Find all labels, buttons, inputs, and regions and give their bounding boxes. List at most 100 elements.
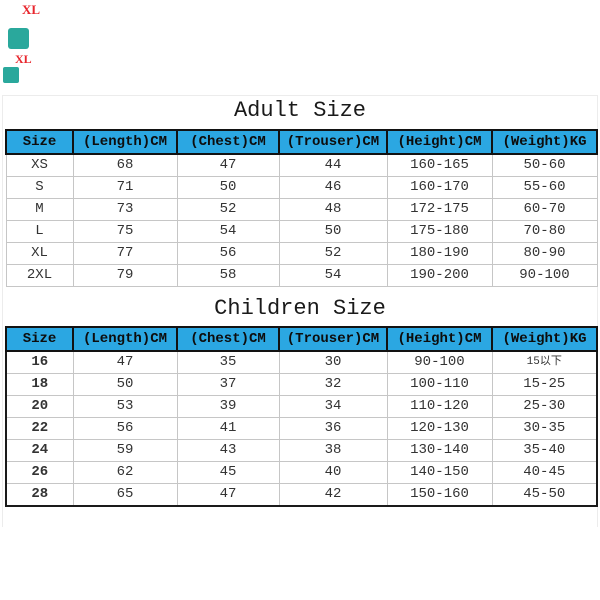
table-cell: 130-140 xyxy=(386,439,493,462)
table-row: XS 68 47 44 160-165 50-60 xyxy=(5,153,598,177)
table-row: 28 65 47 42 150-160 45-50 xyxy=(5,483,598,507)
table-cell: 35-40 xyxy=(491,439,598,462)
table-cell: 15-25 xyxy=(491,373,598,396)
table-cell: S xyxy=(5,176,74,199)
table-row: M 73 52 48 172-175 60-70 xyxy=(5,198,598,221)
table-cell: 45 xyxy=(176,461,280,484)
table-cell: 68 xyxy=(72,153,178,177)
table-cell: M xyxy=(5,198,74,221)
table-cell: 172-175 xyxy=(386,198,493,221)
table-cell: 53 xyxy=(72,395,178,418)
table-cell: 60-70 xyxy=(491,198,598,221)
table-cell: 62 xyxy=(72,461,178,484)
table-cell: 50 xyxy=(72,373,178,396)
watermark-size-text: XL xyxy=(22,2,41,17)
table-cell: 54 xyxy=(278,264,388,287)
table-row: L 75 54 50 175-180 70-80 xyxy=(5,220,598,243)
table-cell: 30 xyxy=(278,350,388,374)
table-cell: 75 xyxy=(72,220,178,243)
table-cell: 15以下 xyxy=(491,350,598,374)
column-header: (Length)CM xyxy=(72,129,178,155)
adult-size-title: Adult Size xyxy=(233,98,367,123)
column-header: (Trouser)CM xyxy=(278,129,388,155)
column-header: (Chest)CM xyxy=(176,326,280,352)
teal-square-icon xyxy=(8,28,29,49)
table-cell: 22 xyxy=(5,417,74,440)
table-cell: 175-180 xyxy=(386,220,493,243)
table-cell: 52 xyxy=(278,242,388,265)
table-cell: 55-60 xyxy=(491,176,598,199)
table-cell: 40 xyxy=(278,461,388,484)
children-size-title: Children Size xyxy=(214,296,386,321)
table-row: XL 77 56 52 180-190 80-90 xyxy=(5,242,598,265)
table-cell: 71 xyxy=(72,176,178,199)
column-header: (Trouser)CM xyxy=(278,326,388,352)
table-cell: 35 xyxy=(176,350,280,374)
column-header: Size xyxy=(5,129,74,155)
table-cell: 90-100 xyxy=(386,350,493,374)
table-cell: 47 xyxy=(72,350,178,374)
table-cell: 44 xyxy=(278,153,388,177)
table-cell: 100-110 xyxy=(386,373,493,396)
table-cell: 54 xyxy=(176,220,280,243)
table-cell: 180-190 xyxy=(386,242,493,265)
table-cell: 79 xyxy=(72,264,178,287)
table-cell: L xyxy=(5,220,74,243)
table-cell: 45-50 xyxy=(491,483,598,507)
table-cell: 58 xyxy=(176,264,280,287)
table-cell: 160-165 xyxy=(386,153,493,177)
adult-size-table: Size (Length)CM (Chest)CM (Trouser)CM (Heigh… xyxy=(5,129,598,287)
table-cell: 32 xyxy=(278,373,388,396)
teal-square-icon xyxy=(3,67,19,83)
table-cell: 24 xyxy=(5,439,74,462)
watermark-size-text: XL xyxy=(15,52,32,66)
table-cell: 25-30 xyxy=(491,395,598,418)
table-cell: 160-170 xyxy=(386,176,493,199)
table-cell: 90-100 xyxy=(491,264,598,287)
table-cell: 42 xyxy=(278,483,388,507)
column-header: (Weight)KG xyxy=(491,129,598,155)
column-header: (Weight)KG xyxy=(491,326,598,352)
adult-header-row: Size (Length)CM (Chest)CM (Trouser)CM (Heigh… xyxy=(5,129,598,155)
table-row: 24 59 43 38 130-140 35-40 xyxy=(5,439,598,462)
table-cell: 110-120 xyxy=(386,395,493,418)
table-cell: 120-130 xyxy=(386,417,493,440)
table-cell: 190-200 xyxy=(386,264,493,287)
table-cell: 70-80 xyxy=(491,220,598,243)
table-cell: 40-45 xyxy=(491,461,598,484)
table-cell: 30-35 xyxy=(491,417,598,440)
table-cell: 41 xyxy=(176,417,280,440)
table-row: S 71 50 46 160-170 55-60 xyxy=(5,176,598,199)
table-row: 2XL 79 58 54 190-200 90-100 xyxy=(5,264,598,287)
table-cell: 50-60 xyxy=(491,153,598,177)
table-cell: 77 xyxy=(72,242,178,265)
children-size-table: Size (Length)CM (Chest)CM (Trouser)CM (Heigh… xyxy=(5,326,598,507)
table-cell: 26 xyxy=(5,461,74,484)
table-cell: 140-150 xyxy=(386,461,493,484)
column-header: (Length)CM xyxy=(72,326,178,352)
column-header: (Height)CM xyxy=(386,129,493,155)
table-row: 20 53 39 34 110-120 25-30 xyxy=(5,395,598,418)
table-cell: 56 xyxy=(72,417,178,440)
table-cell: 56 xyxy=(176,242,280,265)
table-cell: 28 xyxy=(5,483,74,507)
table-cell: 47 xyxy=(176,153,280,177)
table-cell: 37 xyxy=(176,373,280,396)
table-cell: XS xyxy=(5,153,74,177)
children-header-row: Size (Length)CM (Chest)CM (Trouser)CM (Heigh… xyxy=(5,326,598,352)
table-row: 26 62 45 40 140-150 40-45 xyxy=(5,461,598,484)
table-row: 16 47 35 30 90-100 15以下 xyxy=(5,350,598,374)
table-cell: 73 xyxy=(72,198,178,221)
table-cell: 39 xyxy=(176,395,280,418)
table-cell: 50 xyxy=(278,220,388,243)
column-header: Size xyxy=(5,326,74,352)
table-cell: 46 xyxy=(278,176,388,199)
table-cell: 48 xyxy=(278,198,388,221)
table-cell: 2XL xyxy=(5,264,74,287)
table-cell: 150-160 xyxy=(386,483,493,507)
column-header: (Height)CM xyxy=(386,326,493,352)
table-cell: 20 xyxy=(5,395,74,418)
table-cell: 38 xyxy=(278,439,388,462)
table-cell: XL xyxy=(5,242,74,265)
